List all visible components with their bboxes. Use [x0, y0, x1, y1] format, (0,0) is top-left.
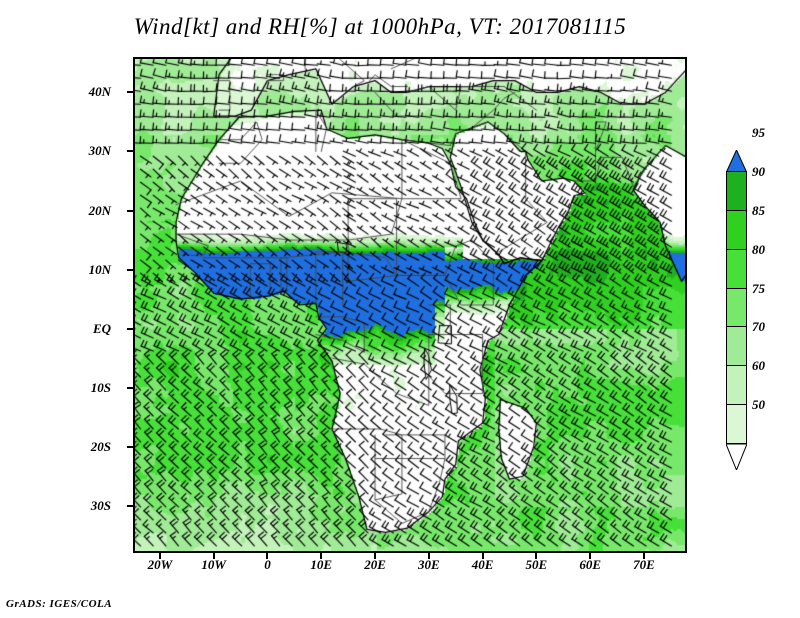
x-tick-mark	[159, 553, 161, 559]
y-tick-mark	[127, 91, 133, 93]
x-tick-mark	[320, 553, 322, 559]
x-tick-mark	[428, 553, 430, 559]
x-tick-label-20e: 20E	[345, 557, 405, 573]
x-tick-label-70e: 70E	[614, 557, 674, 573]
y-tick-mark	[127, 505, 133, 507]
colorbar-below-min-arrow	[726, 444, 747, 470]
colorbar-band-70-75	[726, 326, 747, 366]
x-tick-label-30e: 30E	[399, 557, 459, 573]
x-tick-label-50e: 50E	[506, 557, 566, 573]
colorbar-tick-70: 70	[752, 319, 765, 335]
x-tick-mark	[482, 553, 484, 559]
page-title: Wind[kt] and RH[%] at 1000hPa, VT: 20170…	[0, 14, 760, 40]
x-tick-label-20w: 20W	[130, 557, 190, 573]
colorbar-band-80-85	[726, 249, 747, 289]
y-tick-label-10s: 10S	[51, 380, 111, 396]
y-tick-mark	[127, 269, 133, 271]
y-tick-label-30n: 30N	[51, 143, 111, 159]
colorbar-bottom-arrow	[726, 444, 747, 470]
colorbar-tick-85: 85	[752, 203, 765, 219]
colorbar-band-90-95	[726, 171, 747, 211]
y-tick-label-40n: 40N	[51, 84, 111, 100]
y-tick-mark	[127, 210, 133, 212]
colorbar-tick-50: 50	[752, 397, 765, 413]
map-plot-area	[133, 57, 687, 553]
x-tick-mark	[643, 553, 645, 559]
colorbar-above-max-arrow	[726, 150, 747, 173]
colorbar-tick-80: 80	[752, 242, 765, 258]
x-tick-mark	[213, 553, 215, 559]
x-tick-mark	[535, 553, 537, 559]
x-tick-label-60e: 60E	[560, 557, 620, 573]
y-tick-label-10n: 10N	[51, 262, 111, 278]
colorbar-tick-60: 60	[752, 358, 765, 374]
y-tick-label-eq: EQ	[51, 321, 111, 337]
colorbar-tick-90: 90	[752, 164, 765, 180]
y-tick-mark	[127, 150, 133, 152]
colorbar-tick-95: 95	[752, 125, 765, 141]
colorbar-band-60-70	[726, 365, 747, 405]
x-tick-mark	[266, 553, 268, 559]
colorbar-tick-75: 75	[752, 281, 765, 297]
colorbar	[726, 172, 747, 444]
x-tick-label-10e: 10E	[291, 557, 351, 573]
x-tick-mark	[374, 553, 376, 559]
y-tick-label-20s: 20S	[51, 439, 111, 455]
colorbar-top-arrow	[726, 150, 747, 173]
y-tick-mark	[127, 387, 133, 389]
y-tick-mark	[127, 328, 133, 330]
x-tick-label-0: 0	[237, 557, 297, 573]
x-tick-mark	[589, 553, 591, 559]
colorbar-band-50-60	[726, 404, 747, 444]
colorbar-band-75-80	[726, 288, 747, 328]
attribution-footer: GrADS: IGES/COLA	[6, 598, 112, 610]
y-tick-mark	[127, 446, 133, 448]
colorbar-band-85-90	[726, 210, 747, 250]
y-tick-label-20n: 20N	[51, 203, 111, 219]
rh-wind-map-canvas	[133, 57, 687, 553]
x-tick-label-40e: 40E	[453, 557, 513, 573]
x-tick-label-10w: 10W	[184, 557, 244, 573]
y-tick-label-30s: 30S	[51, 498, 111, 514]
